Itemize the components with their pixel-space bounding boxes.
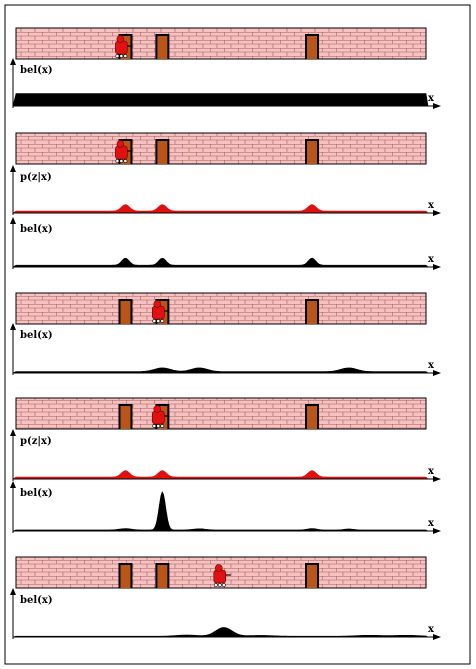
door-1	[120, 301, 131, 324]
robot-wheel	[160, 319, 165, 323]
y-axis-arrow	[10, 58, 16, 65]
distribution-curve	[12, 367, 429, 374]
x-axis-arrow	[433, 634, 441, 640]
y-axis-label: bel(x)	[20, 65, 53, 76]
robot-wheel	[152, 424, 157, 428]
corridor-scene-3	[15, 292, 427, 325]
x-axis-arrow	[433, 103, 441, 109]
y-axis-arrow	[10, 323, 16, 330]
distribution-curve	[12, 627, 429, 638]
robot-wheel	[160, 424, 165, 428]
robot-body	[115, 145, 128, 160]
robot-wheel	[115, 159, 120, 163]
x-axis-arrow	[433, 264, 441, 270]
brick-wall	[15, 132, 427, 165]
y-axis-arrow	[10, 165, 16, 172]
distribution-curve	[12, 204, 429, 214]
robot-wheel	[123, 159, 128, 163]
robot-wheel	[123, 54, 128, 58]
y-axis-arrow	[10, 481, 16, 488]
x-axis-arrow	[433, 476, 441, 482]
robot-wheel	[152, 319, 157, 323]
robot-wheel	[213, 583, 218, 587]
robot-body	[151, 305, 165, 320]
door-3	[307, 406, 318, 429]
robot-wheel	[119, 54, 124, 58]
x-axis-label: x	[428, 518, 435, 529]
y-axis-label: bel(x)	[20, 330, 53, 341]
robot-head	[116, 35, 125, 43]
robot-wheel	[221, 583, 226, 587]
robot-body	[151, 410, 165, 425]
robot-wheel	[115, 54, 120, 58]
brick-wall	[15, 397, 427, 430]
robot-head	[153, 405, 162, 413]
y-axis-arrow	[10, 588, 16, 595]
distribution-curve	[12, 470, 429, 480]
belief-plot-1: bel(x) x	[10, 58, 441, 109]
robot-wheel	[217, 583, 222, 587]
x-axis-label: x	[428, 466, 435, 477]
door-3	[307, 141, 318, 164]
door-1	[120, 406, 131, 429]
robot-wheel	[156, 319, 161, 323]
robot-wheel	[156, 424, 161, 428]
robot-head	[116, 140, 125, 148]
x-axis-label: x	[428, 93, 435, 104]
panels: bel(x)xp(z|x)xbel(x)xbel(x)xp(z|x)xbel(x…	[10, 27, 441, 640]
robot-icon	[151, 300, 170, 323]
door-3	[307, 301, 318, 324]
distribution-curve	[11, 257, 429, 268]
figure-frame	[4, 4, 471, 665]
door-3	[307, 565, 318, 588]
distribution-curve	[12, 491, 429, 532]
corridor-scene-5	[15, 556, 427, 589]
x-axis-arrow	[433, 210, 441, 216]
y-axis-label: p(z|x)	[20, 172, 52, 183]
belief-plot-4: bel(x) x	[10, 323, 441, 376]
x-axis-label: x	[428, 624, 435, 635]
corridor-scene-1	[15, 27, 427, 60]
door-2	[157, 36, 168, 59]
robot-icon	[151, 405, 170, 428]
door-1	[120, 565, 131, 588]
robot-head	[214, 564, 223, 572]
robot-body	[213, 569, 227, 584]
robot-icon	[115, 35, 133, 58]
x-axis-arrow	[433, 528, 441, 534]
x-axis-label: x	[428, 200, 435, 211]
door-3	[307, 36, 318, 59]
y-axis-arrow	[10, 217, 16, 224]
robot-icon	[213, 564, 231, 587]
door-2	[157, 141, 168, 164]
door-2	[157, 565, 168, 588]
x-axis-arrow	[433, 370, 441, 376]
belief-plot-2: p(z|x) x	[10, 165, 441, 216]
corridor-scene-2	[15, 132, 427, 165]
distribution-curve	[12, 93, 429, 107]
brick-wall	[15, 292, 427, 325]
x-axis-label: x	[428, 360, 435, 371]
corridor-scene-4	[15, 397, 427, 430]
x-axis-label: x	[428, 254, 435, 265]
belief-plot-3: bel(x) x	[10, 217, 441, 270]
y-axis-label: bel(x)	[20, 595, 53, 606]
robot-head	[153, 300, 162, 308]
belief-plot-7: bel(x) x	[10, 588, 441, 640]
brick-wall	[15, 27, 427, 60]
belief-plot-6: bel(x) x	[10, 481, 441, 534]
belief-plot-5: p(z|x) x	[10, 429, 441, 482]
robot-body	[115, 40, 128, 55]
y-axis-label: bel(x)	[20, 488, 53, 499]
y-axis-label: bel(x)	[20, 224, 53, 235]
robot-icon	[115, 140, 133, 163]
y-axis-label: p(z|x)	[20, 436, 52, 447]
robot-wheel	[119, 159, 124, 163]
y-axis-arrow	[10, 429, 16, 436]
